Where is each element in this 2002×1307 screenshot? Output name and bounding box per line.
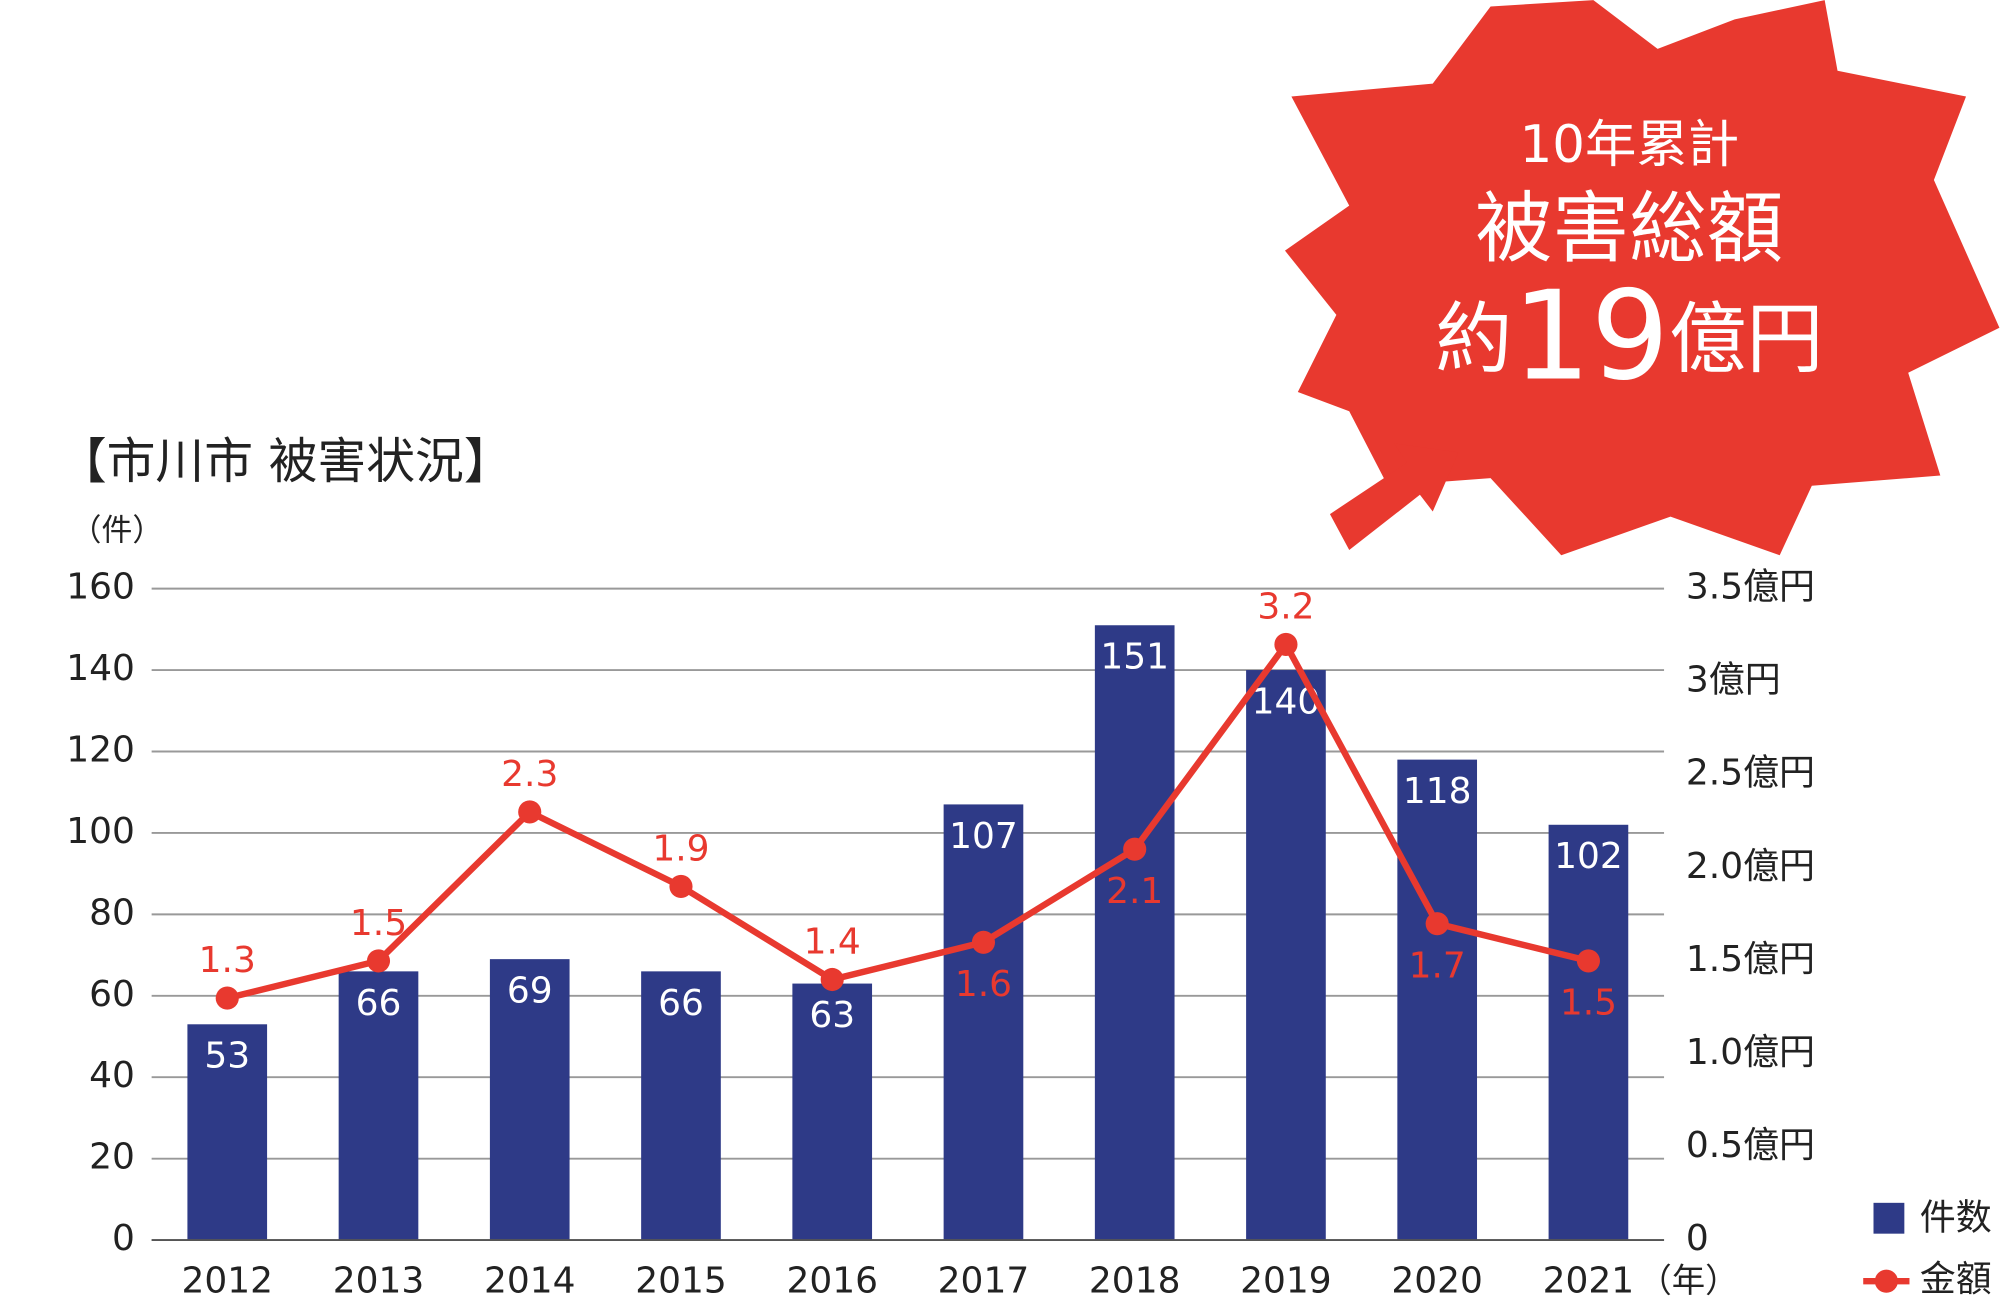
y2-tick-label: 3.5億円 — [1686, 567, 1815, 608]
line-point — [971, 930, 996, 954]
bar-label: 107 — [949, 816, 1018, 857]
bar-label: 66 — [658, 983, 704, 1024]
y-tick-label: 60 — [89, 974, 135, 1015]
callout-arrow — [1329, 443, 1459, 551]
bar — [187, 1024, 268, 1241]
bar-label: 63 — [809, 995, 855, 1036]
y-tick-label: 0 — [112, 1218, 135, 1259]
bar — [489, 959, 570, 1241]
bar-label: 102 — [1554, 836, 1623, 877]
x-tick-label: 2016 — [786, 1260, 878, 1301]
line-label: 1.3 — [199, 940, 256, 981]
bar — [792, 983, 873, 1241]
legend-swatch — [1874, 1269, 1898, 1293]
legend-swatch — [1873, 1202, 1905, 1234]
line-label: 1.5 — [1560, 983, 1617, 1024]
bar — [1548, 824, 1629, 1241]
y2-tick-label: 0 — [1686, 1218, 1709, 1259]
line — [226, 638, 1590, 1002]
callout-burst — [1284, 0, 2000, 556]
line-label: 2.3 — [501, 754, 558, 795]
line-point — [669, 874, 693, 898]
callout-part: 19 — [1512, 265, 1669, 408]
y2-tick-label: 2.0億円 — [1686, 846, 1815, 887]
bar — [1094, 625, 1175, 1241]
bar — [943, 804, 1024, 1241]
x-axis-label: （年） — [1638, 1261, 1738, 1300]
y-tick-label: 120 — [66, 729, 135, 770]
line-label: 1.6 — [955, 964, 1012, 1005]
callout-amount: 約19億円 — [1435, 265, 1823, 408]
line-point — [1576, 949, 1600, 973]
line-label: 1.7 — [1409, 945, 1466, 986]
x-tick-label: 2017 — [938, 1260, 1030, 1301]
callout-line: 10年累計 — [1520, 115, 1740, 175]
y-tick-label: 80 — [89, 892, 135, 933]
line-label: 2.1 — [1106, 871, 1163, 912]
bar — [338, 971, 419, 1241]
x-tick-label: 2014 — [484, 1260, 576, 1301]
y-tick-label: 160 — [66, 567, 135, 608]
y-tick-label: 140 — [66, 648, 135, 689]
y-tick-label: 40 — [89, 1055, 135, 1096]
bar — [1397, 759, 1478, 1241]
line-label: 1.4 — [804, 922, 861, 963]
bar-label: 151 — [1100, 637, 1169, 678]
x-tick-label: 2018 — [1089, 1260, 1181, 1301]
bar-label: 66 — [356, 983, 402, 1024]
x-tick-label: 2015 — [635, 1260, 727, 1301]
line-label: 3.2 — [1257, 586, 1314, 627]
y2-tick-label: 1.0億円 — [1686, 1032, 1815, 1073]
legend-label: 金額 — [1920, 1259, 1992, 1300]
line-point — [215, 986, 239, 1010]
bar-label: 118 — [1403, 771, 1472, 812]
bar — [641, 971, 721, 1241]
callout-line: 被害総額 — [1475, 184, 1783, 274]
y-tick-label: 100 — [66, 811, 135, 852]
y2-tick-label: 3億円 — [1686, 660, 1781, 701]
line-point — [1425, 912, 1449, 936]
line-point — [366, 949, 391, 973]
line-label: 1.9 — [652, 828, 709, 869]
x-tick-label: 2012 — [181, 1260, 273, 1301]
line-label: 1.5 — [350, 903, 407, 944]
line-point — [1274, 632, 1298, 657]
line-point — [518, 800, 542, 824]
bar-label: 69 — [507, 971, 553, 1012]
y2-tick-label: 2.5億円 — [1686, 753, 1815, 794]
line-point — [1123, 837, 1147, 861]
x-tick-label: 2013 — [333, 1260, 425, 1301]
y2-tick-label: 1.5億円 — [1686, 939, 1815, 980]
bar — [1246, 670, 1326, 1241]
bar-label: 53 — [204, 1036, 250, 1077]
y-tick-label: 20 — [89, 1137, 135, 1178]
callout-part: 億円 — [1669, 294, 1823, 384]
y-axis-label: （件） — [71, 513, 164, 549]
x-tick-label: 2021 — [1543, 1260, 1635, 1301]
y2-tick-label: 0.5億円 — [1686, 1125, 1815, 1166]
callout-part: 約 — [1435, 294, 1512, 384]
chart-title: 【市川市 被害状況】 — [58, 433, 513, 490]
line-point — [820, 967, 844, 992]
legend-label: 件数 — [1920, 1198, 1992, 1239]
x-tick-label: 2020 — [1391, 1260, 1483, 1301]
x-tick-label: 2019 — [1240, 1260, 1332, 1301]
